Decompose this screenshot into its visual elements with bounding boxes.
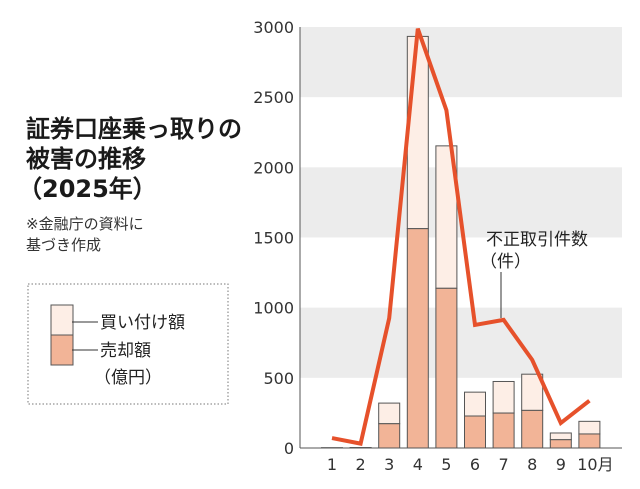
bar-buy (406, 35, 429, 230)
legend-box (27, 283, 229, 405)
x-tick-label: 5 (441, 455, 451, 474)
x-tick-label: 9 (556, 455, 566, 474)
x-tick-label: 4 (413, 455, 423, 474)
bar-sell (521, 409, 544, 449)
bar-sell (492, 412, 515, 449)
y-tick-label: 2000 (253, 158, 294, 177)
bar-buy (578, 420, 601, 435)
legend-swatch-sell (50, 334, 74, 366)
bar-sell (578, 433, 601, 449)
source-note-line-2: 基づき作成 (26, 236, 101, 254)
bar-sell (406, 228, 429, 449)
legend: 買い付け額 売却額 （億円） (27, 283, 229, 405)
bar-buy (378, 402, 401, 425)
grid-band (300, 307, 622, 378)
bar-buy (549, 432, 572, 441)
x-tick-label: 6 (470, 455, 480, 474)
chart-title-line-1: 証券口座乗っ取りの (26, 115, 242, 143)
line-series-fraud-count (331, 28, 591, 446)
x-tick-label: 2 (356, 455, 366, 474)
bar-sell (464, 415, 486, 449)
line-series-label: 不正取引件数 (486, 230, 588, 250)
grid-band (300, 27, 622, 98)
y-tick-label: 1000 (253, 299, 294, 318)
legend-swatch-buy (50, 304, 74, 336)
y-tick-label: 0 (284, 439, 294, 458)
bar-sell (549, 439, 572, 449)
legend-label-buy: 買い付け額 (100, 313, 185, 333)
y-tick-label: 2500 (253, 88, 294, 107)
line-series-unit: （件） (480, 252, 531, 272)
y-tick-label: 3000 (253, 18, 294, 37)
bar-sell (435, 287, 458, 449)
y-tick-label: 1500 (253, 229, 294, 248)
x-tick-label: 7 (499, 455, 509, 474)
source-note-line-1: ※金融庁の資料に (26, 215, 144, 233)
chart-title-line-2: 被害の推移 (26, 145, 146, 173)
x-tick-label: 8 (527, 455, 537, 474)
x-tick-label: 1 (327, 455, 337, 474)
bar-buy (492, 380, 515, 414)
y-tick-label: 500 (263, 369, 294, 388)
legend-label-sell: 売却額 (100, 341, 151, 361)
legend-unit: （億円） (94, 368, 162, 388)
bar-buy (464, 391, 486, 417)
chart-title-line-3: （2025年） (18, 175, 157, 203)
bar-sell (378, 423, 401, 449)
x-tick-label: 10月 (577, 455, 613, 474)
x-tick-label: 3 (384, 455, 394, 474)
